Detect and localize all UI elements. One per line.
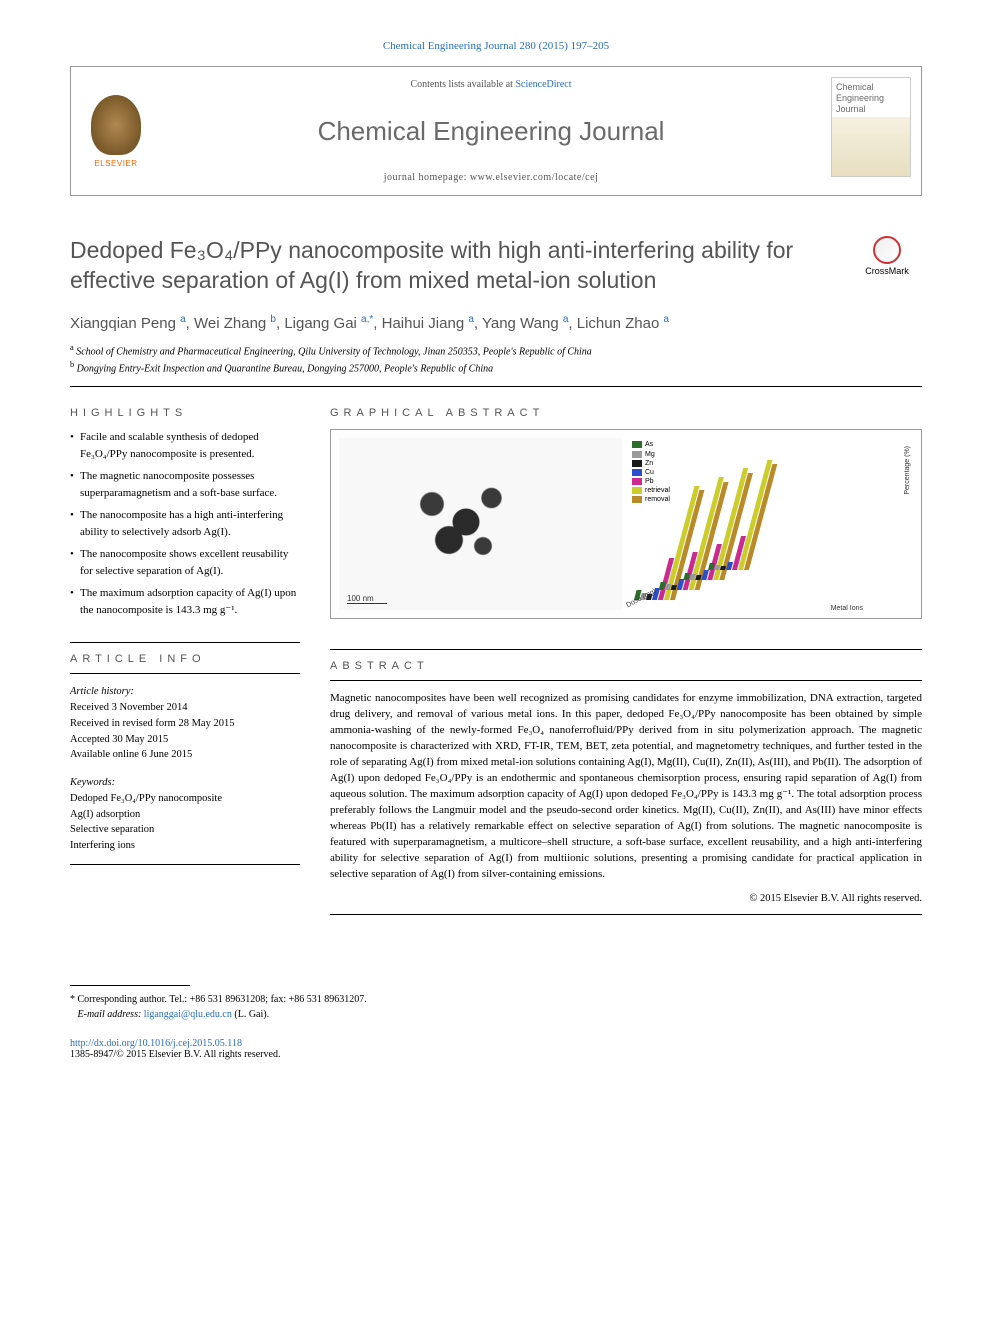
highlights-label: HIGHLIGHTS: [70, 407, 300, 419]
footnote-divider: [70, 985, 190, 986]
bar: [744, 465, 777, 571]
copyright-line: © 2015 Elsevier B.V. All rights reserved…: [330, 893, 922, 904]
history-heading: Article history:: [70, 684, 300, 700]
ga-x-axis-right: Metal Ions: [831, 605, 863, 612]
article-info-label: ARTICLE INFO: [70, 653, 300, 665]
crossmark-label: CrossMark: [865, 266, 909, 276]
journal-cover-thumb: Chemical Engineering Journal: [831, 77, 911, 177]
journal-name: Chemical Engineering Journal: [171, 116, 811, 147]
abstract-text: Magnetic nanocomposites have been well r…: [330, 691, 922, 882]
journal-header: ELSEVIER Contents lists available at Sci…: [70, 66, 922, 196]
issn-line: 1385-8947/© 2015 Elsevier B.V. All right…: [70, 1049, 922, 1060]
divider: [70, 642, 300, 643]
contents-line: Contents lists available at ScienceDirec…: [171, 79, 811, 90]
legend-item: Zn: [632, 459, 670, 468]
authors-line: Xiangqian Peng a, Wei Zhang b, Ligang Ga…: [70, 314, 922, 332]
divider: [70, 673, 300, 674]
keyword-item: Interfering ions: [70, 838, 300, 854]
legend-item: Cu: [632, 468, 670, 477]
graphical-abstract: 100 nm AsMgZnCuPbretrievalremoval Percen…: [330, 429, 922, 619]
ga-bars: [634, 480, 924, 600]
bar: [738, 460, 773, 570]
corr-text: Corresponding author. Tel.: +86 531 8963…: [78, 994, 367, 1005]
highlight-item: The magnetic nanocomposite possesses sup…: [70, 468, 300, 501]
ga-bar-chart: AsMgZnCuPbretrievalremoval Percentage (%…: [630, 438, 913, 610]
email-label: E-mail address:: [78, 1009, 142, 1020]
affiliation-line: a School of Chemistry and Pharmaceutical…: [70, 342, 922, 359]
ga-tem-image: 100 nm: [339, 438, 622, 610]
divider: [70, 386, 922, 387]
elsevier-tree-icon: [91, 95, 141, 155]
divider: [330, 914, 922, 915]
highlight-item: The nanocomposite shows excellent reusab…: [70, 546, 300, 579]
keyword-item: Selective separation: [70, 822, 300, 838]
legend-item: As: [632, 440, 670, 449]
divider: [70, 864, 300, 865]
contents-prefix: Contents lists available at: [410, 79, 515, 90]
graphical-abstract-label: GRAPHICAL ABSTRACT: [330, 407, 922, 419]
corr-email-suffix: (L. Gai).: [234, 1009, 269, 1020]
crossmark-badge[interactable]: CrossMark: [852, 236, 922, 276]
accepted-date: Accepted 30 May 2015: [70, 732, 300, 748]
homepage-line: journal homepage: www.elsevier.com/locat…: [171, 172, 811, 183]
highlight-item: Facile and scalable synthesis of dedoped…: [70, 429, 300, 462]
header-center: Contents lists available at ScienceDirec…: [161, 67, 821, 195]
keywords-heading: Keywords:: [70, 775, 300, 791]
homepage-url: www.elsevier.com/locate/cej: [470, 172, 598, 183]
doi-line: http://dx.doi.org/10.1016/j.cej.2015.05.…: [70, 1038, 922, 1049]
publisher-logo-block: ELSEVIER: [71, 67, 161, 195]
corr-marker: *: [70, 994, 75, 1005]
publisher-name: ELSEVIER: [94, 159, 137, 168]
crossmark-icon: [873, 236, 901, 264]
keywords-list: Dedoped Fe₃O₄/PPy nanocompositeAg(I) ads…: [70, 791, 300, 854]
divider: [330, 649, 922, 650]
sciencedirect-link[interactable]: ScienceDirect: [515, 79, 571, 90]
article-info: Article history: Received 3 November 201…: [70, 684, 300, 854]
highlights-list: Facile and scalable synthesis of dedoped…: [70, 429, 300, 618]
ga-scale-bar: 100 nm: [347, 594, 387, 604]
highlight-item: The maximum adsorption capacity of Ag(I)…: [70, 585, 300, 618]
revised-date: Received in revised form 28 May 2015: [70, 716, 300, 732]
divider: [330, 680, 922, 681]
highlight-item: The nanocomposite has a high anti-interf…: [70, 507, 300, 540]
affiliation-line: b Dongying Entry-Exit Inspection and Qua…: [70, 359, 922, 376]
abstract-label: ABSTRACT: [330, 660, 922, 672]
ga-particles-icon: [381, 456, 551, 576]
keyword-item: Dedoped Fe₃O₄/PPy nanocomposite: [70, 791, 300, 807]
online-date: Available online 6 June 2015: [70, 747, 300, 763]
legend-item: Mg: [632, 450, 670, 459]
affiliations: a School of Chemistry and Pharmaceutical…: [70, 342, 922, 377]
header-right: Chemical Engineering Journal: [821, 67, 921, 195]
citation-line: Chemical Engineering Journal 280 (2015) …: [70, 40, 922, 52]
homepage-prefix: journal homepage:: [384, 172, 470, 183]
ga-y-axis-label: Percentage (%): [904, 446, 911, 495]
corr-email-link[interactable]: liganggai@qlu.edu.cn: [144, 1009, 232, 1020]
keyword-item: Ag(I) adsorption: [70, 807, 300, 823]
doi-link[interactable]: http://dx.doi.org/10.1016/j.cej.2015.05.…: [70, 1038, 242, 1049]
article-title: Dedoped Fe₃O₄/PPy nanocomposite with hig…: [70, 236, 832, 296]
corresponding-author: * Corresponding author. Tel.: +86 531 89…: [70, 992, 922, 1022]
received-date: Received 3 November 2014: [70, 700, 300, 716]
